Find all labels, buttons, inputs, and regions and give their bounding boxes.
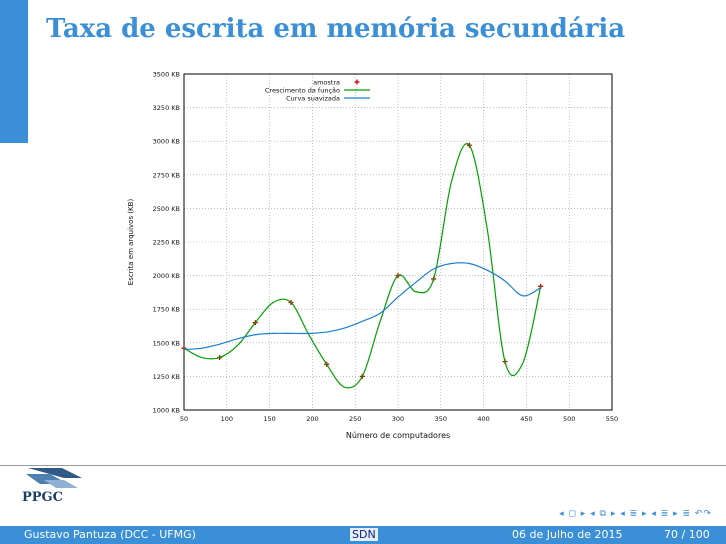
- x-tick-label: 300: [392, 415, 404, 423]
- footer-page-number: 70 / 100: [664, 528, 710, 541]
- footer-author: Gustavo Pantuza (DCC - UFMG): [24, 528, 196, 541]
- y-tick-label: 1500 KB: [153, 339, 180, 347]
- slide-title: Taxa de escrita em memória secundária: [46, 14, 626, 44]
- y-tick-label: 2750 KB: [153, 171, 180, 179]
- logo-text: PPGC: [22, 490, 63, 504]
- line-chart: 1000 KB 1250 KB 1500 KB 1750 KB 2000 KB 2250 …: [127, 71, 618, 441]
- footer-bar: Gustavo Pantuza (DCC - UFMG) SDN 06 de J…: [0, 526, 726, 544]
- x-tick-labels: 50 100 150 200 250 300 350 400 450 500 550: [180, 415, 618, 423]
- legend-label: amostra: [313, 79, 340, 87]
- y-tick-label: 3500 KB: [153, 71, 180, 79]
- x-tick-label: 100: [221, 415, 233, 423]
- footer-date: 06 de Julho de 2015: [512, 528, 623, 541]
- y-tick-label: 1250 KB: [153, 373, 180, 381]
- footer-short-title: SDN: [350, 528, 378, 541]
- x-axis-label: Número de computadores: [346, 431, 450, 440]
- y-tick-label: 1750 KB: [153, 306, 180, 314]
- x-tick-label: 450: [520, 415, 532, 423]
- y-tick-label: 3000 KB: [153, 138, 180, 146]
- y-tick-label: 1000 KB: [153, 407, 180, 415]
- x-tick-label: 50: [180, 415, 188, 423]
- x-tick-label: 550: [606, 415, 618, 423]
- y-tick-labels: 1000 KB 1250 KB 1500 KB 1750 KB 2000 KB 2250 …: [153, 71, 180, 415]
- ppgc-logo: PPGC: [22, 468, 82, 504]
- legend-label: Curva suavizada: [286, 95, 340, 103]
- y-tick-label: 2250 KB: [153, 239, 180, 247]
- x-tick-label: 350: [435, 415, 447, 423]
- series-line: [183, 143, 542, 389]
- title-accent-bar: [0, 0, 28, 143]
- legend-label: Crescimento da função: [265, 87, 340, 95]
- chart-grid: [184, 74, 612, 410]
- x-tick-label: 250: [349, 415, 361, 423]
- y-tick-label: 2500 KB: [153, 205, 180, 213]
- series-line: [183, 262, 541, 351]
- y-axis-label: Escrita em arquivos (KB): [127, 199, 135, 286]
- x-tick-label: 500: [563, 415, 575, 423]
- y-tick-label: 3250 KB: [153, 104, 180, 112]
- footer-divider: [0, 465, 726, 466]
- plot-frame: [183, 73, 613, 411]
- chart-series: [181, 142, 544, 389]
- y-tick-label: 2000 KB: [153, 272, 180, 280]
- beamer-navigation-bar[interactable]: ◂ ◻ ▸ ◂ ⧉ ▸ ◂ ≣ ▸ ◂ ≣ ▸ ≣ ↶↷: [559, 509, 712, 519]
- x-tick-label: 400: [477, 415, 489, 423]
- x-tick-label: 200: [306, 415, 318, 423]
- x-tick-label: 150: [263, 415, 275, 423]
